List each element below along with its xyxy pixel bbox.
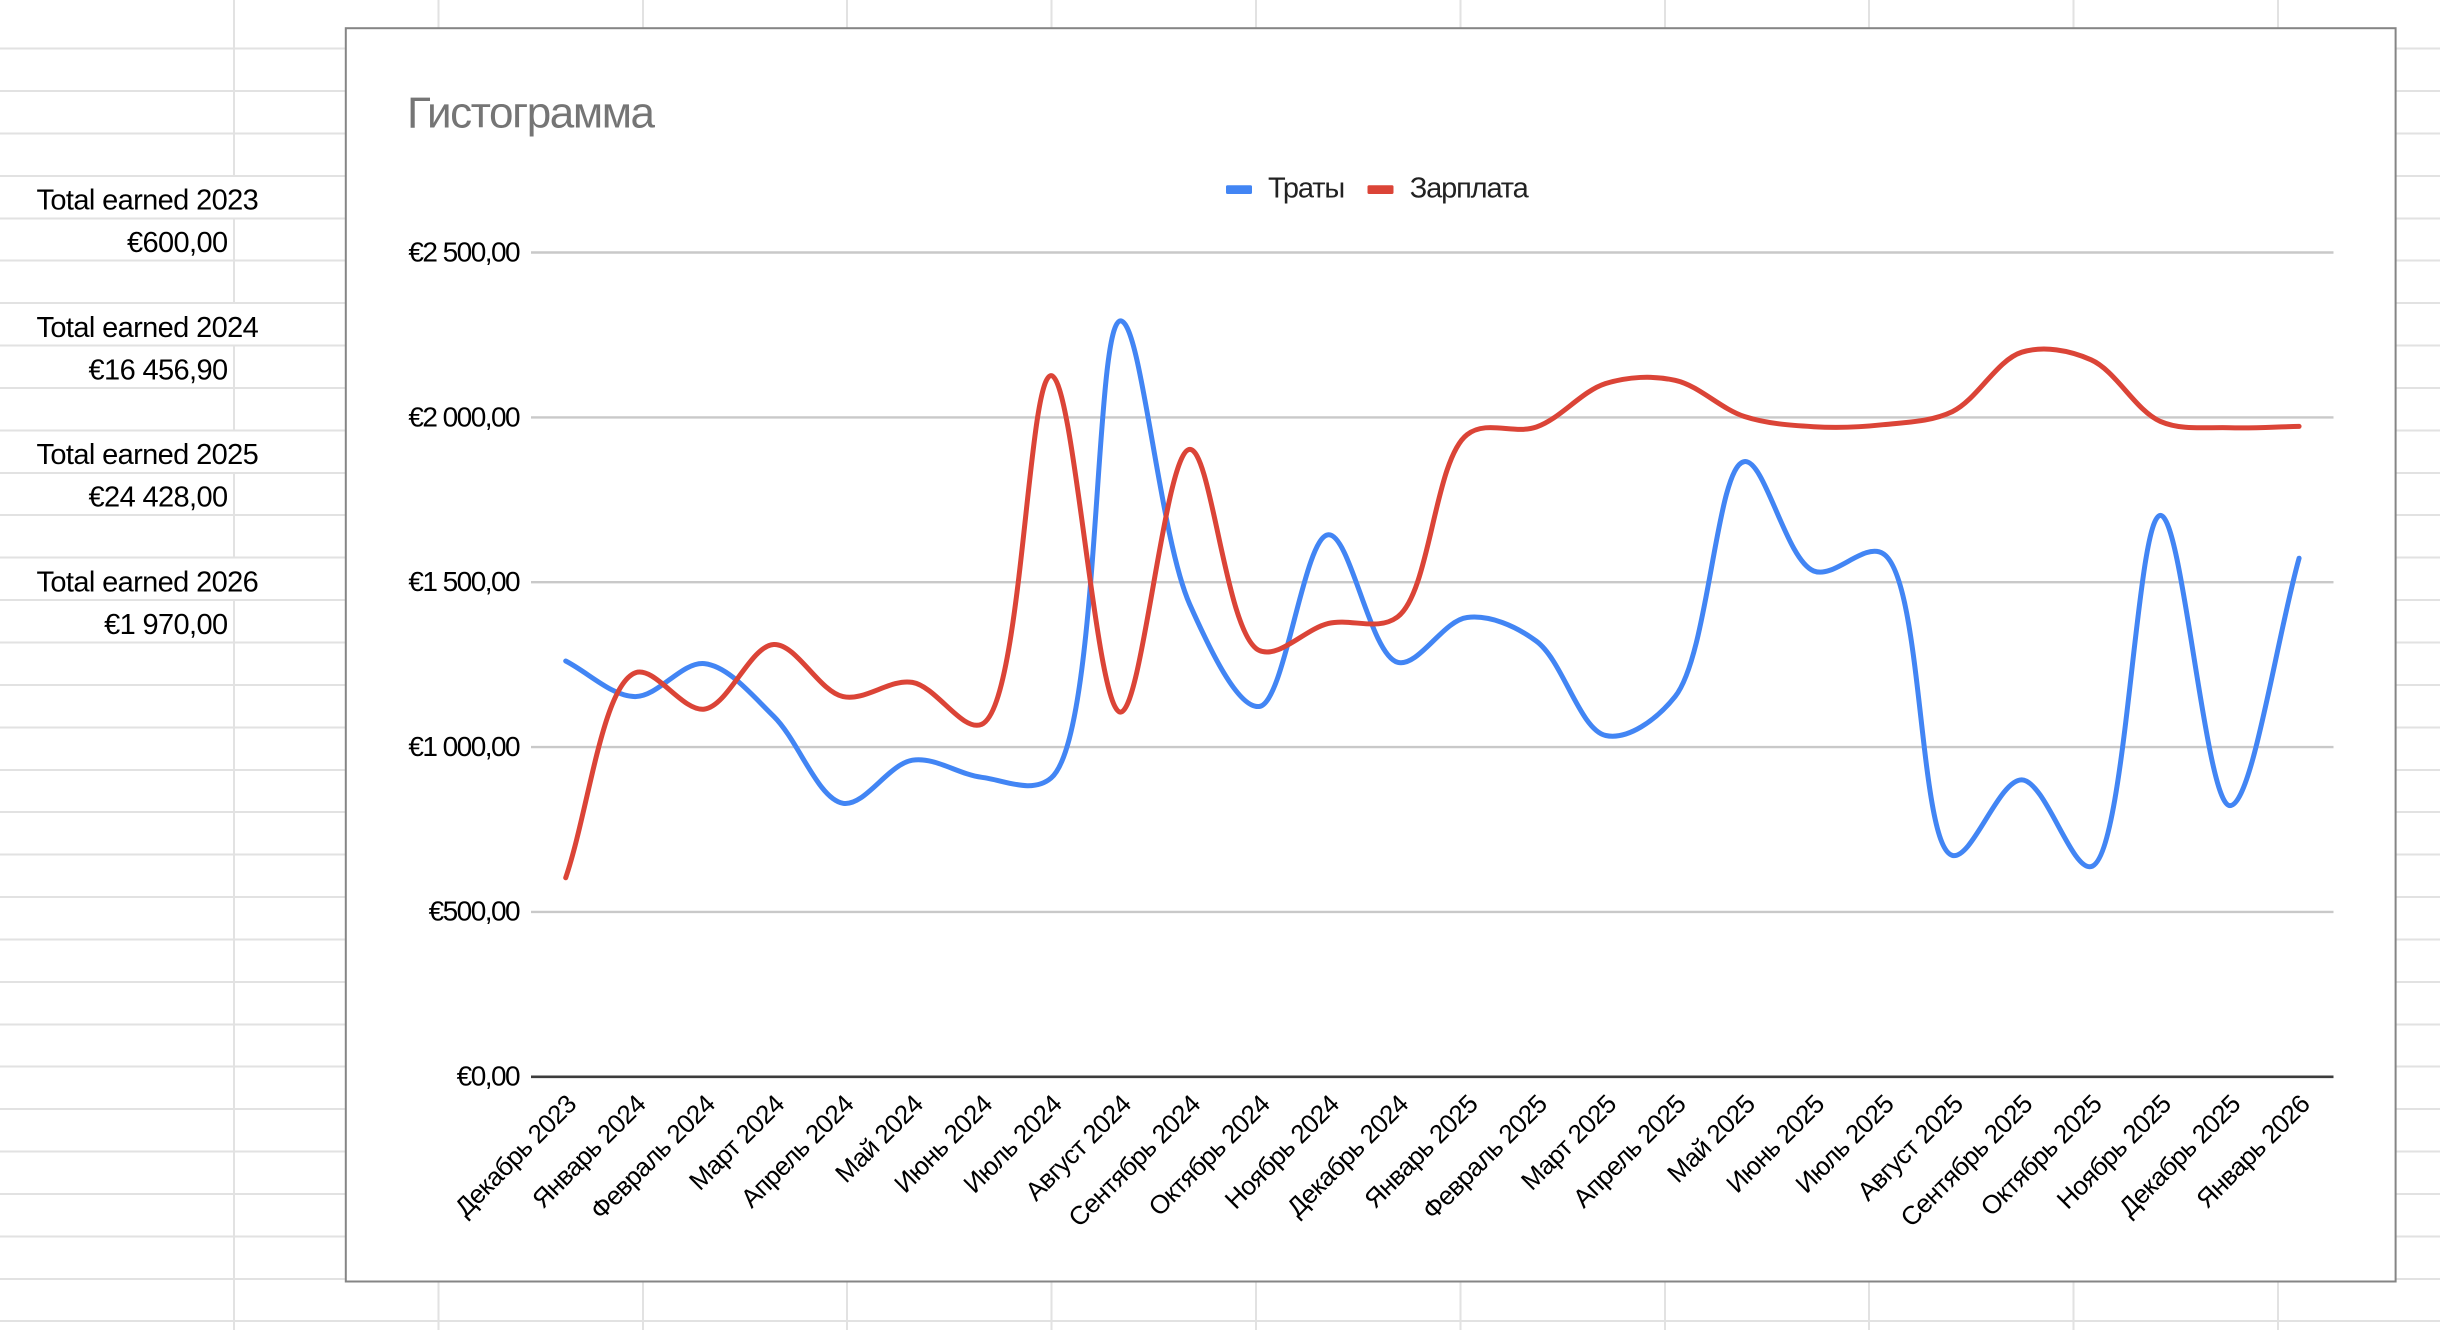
svg-text:Total earned 2025: Total earned 2025 (37, 439, 259, 471)
svg-text:Гистограмма: Гистограмма (407, 88, 656, 137)
svg-text:€1 500,00: €1 500,00 (408, 566, 520, 597)
svg-text:€16 456,90: €16 456,90 (89, 354, 228, 386)
svg-text:Total earned 2026: Total earned 2026 (37, 567, 259, 599)
svg-text:Зарплата: Зарплата (1410, 173, 1530, 205)
svg-text:€2 500,00: €2 500,00 (408, 237, 520, 268)
svg-text:€1 970,00: €1 970,00 (104, 609, 227, 641)
svg-text:€600,00: €600,00 (127, 227, 228, 259)
svg-text:€1 000,00: €1 000,00 (408, 731, 520, 762)
svg-text:€500,00: €500,00 (429, 896, 520, 927)
svg-text:Траты: Траты (1268, 173, 1344, 205)
svg-text:Total earned 2023: Total earned 2023 (37, 185, 259, 217)
svg-text:€24 428,00: €24 428,00 (89, 482, 228, 514)
svg-text:€2 000,00: €2 000,00 (408, 401, 520, 432)
svg-text:€0,00: €0,00 (457, 1060, 520, 1091)
svg-text:Total earned 2024: Total earned 2024 (37, 312, 259, 344)
